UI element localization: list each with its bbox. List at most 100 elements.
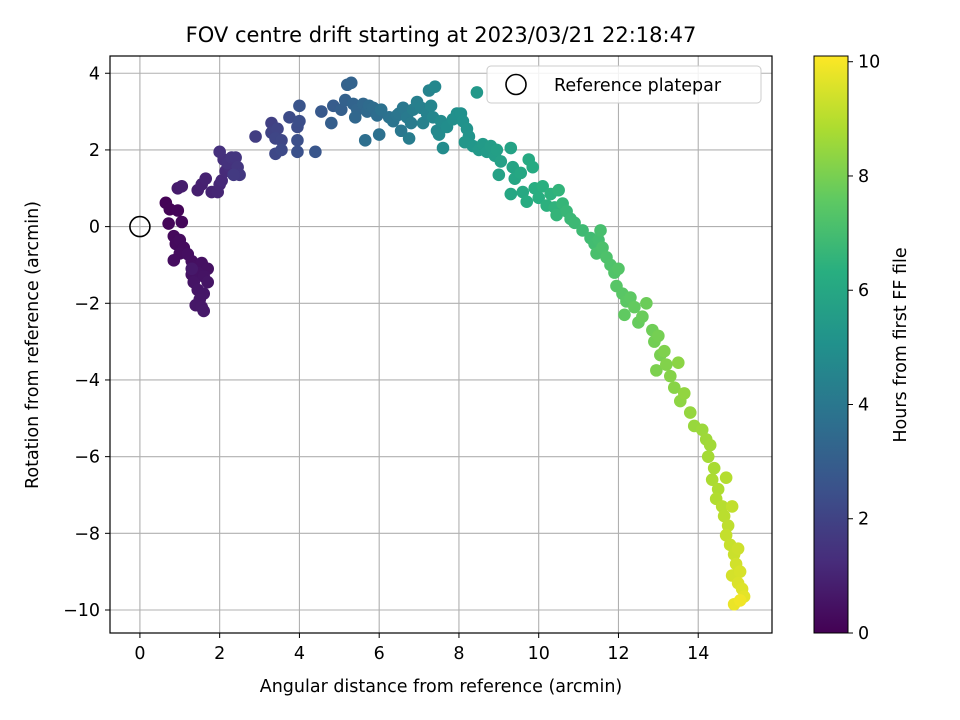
data-point xyxy=(394,124,408,138)
data-point xyxy=(201,275,215,289)
x-axis-label: Angular distance from reference (arcmin) xyxy=(260,677,623,697)
data-point xyxy=(695,423,709,437)
legend-entry-reference: Reference platepar xyxy=(554,76,722,96)
data-point xyxy=(719,528,733,542)
x-tick-label: 12 xyxy=(607,644,629,664)
data-point xyxy=(719,471,733,485)
reference-platepar-marker xyxy=(129,215,151,238)
data-point xyxy=(707,461,721,475)
data-point xyxy=(516,185,530,199)
colorbar-tick-label: 4 xyxy=(858,395,869,415)
data-point xyxy=(640,296,653,310)
data-point xyxy=(227,168,240,182)
colorbar-frame xyxy=(813,55,849,634)
colorbar-gradient xyxy=(814,56,848,633)
data-point xyxy=(715,500,729,513)
data-point xyxy=(372,128,386,141)
data-point xyxy=(705,473,719,486)
data-point xyxy=(677,387,691,400)
chart-title: FOV centre drift starting at 2023/03/21 … xyxy=(186,23,697,47)
data-point xyxy=(291,145,304,159)
data-point xyxy=(658,344,671,358)
data-point xyxy=(711,482,725,496)
x-tick-label: 6 xyxy=(374,644,385,664)
data-point xyxy=(731,542,745,555)
y-axis-label: Rotation from reference (arcmin) xyxy=(23,201,43,489)
data-point xyxy=(667,381,681,394)
data-point xyxy=(470,86,484,99)
legend-box xyxy=(486,65,762,104)
data-point xyxy=(490,143,504,157)
data-point xyxy=(348,111,362,124)
data-point xyxy=(171,204,185,217)
data-point xyxy=(624,291,637,304)
y-tick-label: −8 xyxy=(74,524,100,544)
data-point xyxy=(725,500,739,513)
data-point xyxy=(504,187,518,201)
data-point xyxy=(717,509,731,523)
colorbar-tick-label: 2 xyxy=(858,510,869,530)
data-point xyxy=(396,101,410,115)
data-point xyxy=(492,168,506,182)
data-point xyxy=(636,310,649,324)
data-point xyxy=(358,134,372,147)
legend-marker-reference xyxy=(505,73,527,96)
data-point xyxy=(436,141,450,155)
legend: Reference platepar xyxy=(486,65,762,104)
data-point xyxy=(526,160,540,174)
data-point xyxy=(432,128,446,141)
data-point xyxy=(520,195,534,208)
data-point xyxy=(733,565,747,578)
scatter-points xyxy=(159,76,751,611)
data-point xyxy=(325,116,338,130)
data-point xyxy=(660,358,673,371)
data-point xyxy=(275,134,288,147)
y-axis-ticks: 4 2 0 −2 −4 −6 −8 −10 xyxy=(63,64,110,621)
data-point xyxy=(335,103,348,116)
colorbar-tick-label: 10 xyxy=(858,53,880,73)
data-point xyxy=(514,166,528,180)
colorbar-tick-label: 8 xyxy=(858,167,869,187)
data-point xyxy=(568,216,581,230)
y-tick-label: −6 xyxy=(74,448,100,468)
data-point xyxy=(532,191,546,205)
x-tick-label: 2 xyxy=(214,644,225,664)
data-point xyxy=(576,224,589,237)
data-point xyxy=(701,450,715,463)
data-point xyxy=(293,114,306,128)
data-point xyxy=(428,80,442,93)
data-point xyxy=(374,103,388,116)
data-point xyxy=(249,130,262,143)
x-tick-label: 0 xyxy=(134,644,145,664)
data-point xyxy=(213,145,226,159)
colorbar-label: Hours from first FF file xyxy=(891,247,911,442)
x-axis-ticks: 0 2 4 6 8 10 12 14 xyxy=(134,633,709,664)
data-point xyxy=(167,254,181,267)
data-point xyxy=(229,151,242,164)
reference-layer xyxy=(129,215,151,238)
x-tick-label: 10 xyxy=(528,644,550,664)
data-point xyxy=(283,111,296,124)
data-point xyxy=(552,183,565,197)
data-point xyxy=(652,329,665,343)
y-tick-label: −10 xyxy=(63,601,100,621)
data-point xyxy=(309,145,322,159)
data-point xyxy=(315,105,328,118)
data-point xyxy=(671,356,685,370)
colorbar-tick-label: 0 xyxy=(858,624,869,644)
y-tick-label: 2 xyxy=(89,141,100,161)
y-tick-label: −2 xyxy=(74,294,100,314)
y-tick-label: −4 xyxy=(74,371,100,391)
data-point xyxy=(650,364,663,377)
data-point xyxy=(536,180,549,193)
data-point xyxy=(721,519,735,532)
data-point xyxy=(424,99,438,113)
data-point xyxy=(291,134,304,147)
data-point xyxy=(275,143,288,157)
plot-frame xyxy=(109,55,773,634)
data-point xyxy=(197,304,211,318)
data-point xyxy=(494,155,508,168)
data-point xyxy=(628,300,641,314)
